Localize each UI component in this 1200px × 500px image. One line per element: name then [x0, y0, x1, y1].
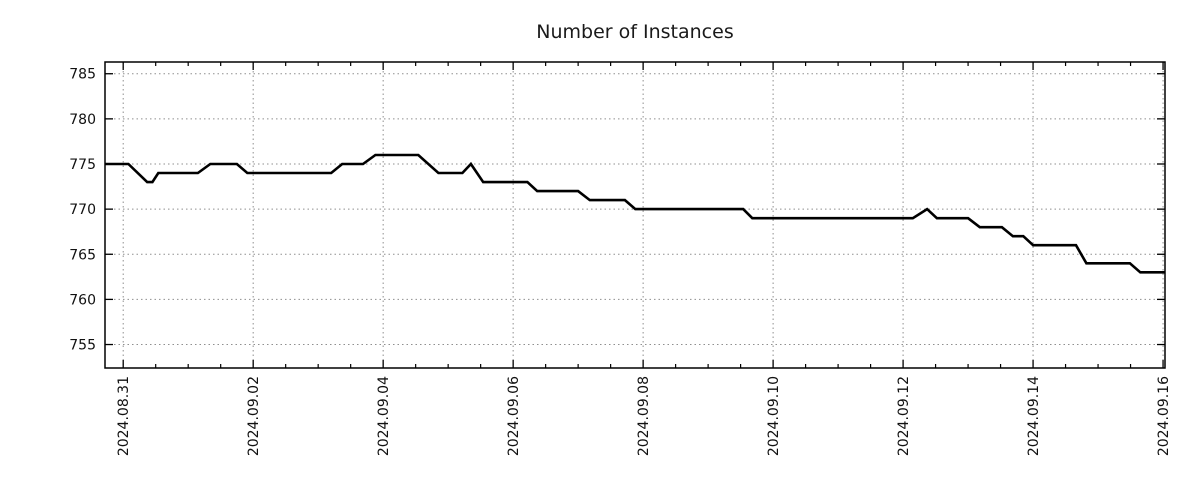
- y-tick-label: 775: [69, 157, 96, 173]
- x-tick-label: 2024.09.02: [246, 376, 262, 456]
- y-tick-label: 780: [69, 112, 96, 128]
- y-tick-label: 760: [69, 292, 96, 308]
- grid-lines: [105, 62, 1165, 368]
- chart-title: Number of Instances: [536, 21, 733, 43]
- y-tick-label: 755: [69, 338, 96, 354]
- x-tick-label: 2024.09.14: [1026, 376, 1042, 456]
- series-line-instances: [105, 153, 1165, 274]
- plot-border: [104, 61, 1166, 369]
- x-tick-label: 2024.09.12: [896, 376, 912, 456]
- x-tick-label: 2024.09.04: [376, 376, 392, 456]
- tick-labels: 755 760 765 770 775 780 785 2024.08.31 2024.09.0…: [69, 67, 1172, 456]
- y-tick-label: 785: [69, 67, 96, 83]
- x-tick-label: 2024.09.08: [636, 376, 652, 456]
- x-tick-label: 2024.08.31: [116, 376, 132, 456]
- axes: [104, 61, 1166, 369]
- y-tick-label: 770: [69, 202, 96, 218]
- y-tick-label: 765: [69, 247, 96, 263]
- x-tick-label: 2024.09.16: [1156, 376, 1172, 456]
- x-tick-label: 2024.09.06: [506, 376, 522, 456]
- data-series: [105, 153, 1165, 274]
- x-tick-label: 2024.09.10: [766, 376, 782, 456]
